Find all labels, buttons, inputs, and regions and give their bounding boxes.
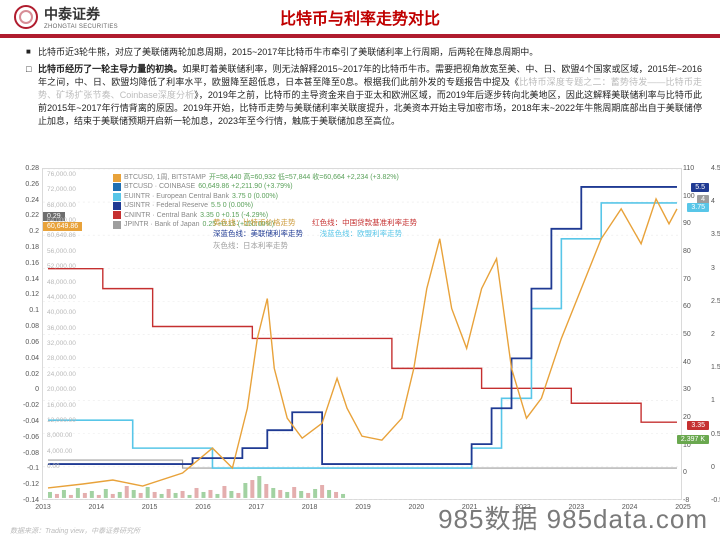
bullet-2: 比特币经历了一轮主导力量的初换。如果盯着美联储利率，则无法解释2015~2017…	[26, 63, 702, 128]
legend-lightblue: 浅蓝色线：欧盟利率走势	[320, 228, 403, 239]
color-legend: 黄色线：比特币价格走势 红色线：中国贷款基准利率走势 深蓝色线：美联储利率走势 …	[213, 217, 417, 251]
bullet-1: 比特币近3轮牛熊，对应了美联储两轮加息周期，2015~2017年比特币牛市牵引了…	[26, 46, 702, 59]
chart: BTCUSD, 1周, BITSTAMP 开=58,440 高=60,932 低…	[42, 168, 682, 500]
bullet-2-bold: 比特币经历了一轮主导力量的初换。	[38, 64, 182, 74]
legend-grey: 灰色线：日本利率走势	[213, 240, 288, 251]
bullets: 比特币近3轮牛熊，对应了美联储两轮加息周期，2015~2017年比特币牛市牵引了…	[0, 44, 720, 128]
page-title: 比特币与利率走势对比	[0, 5, 720, 29]
legend-yellow: 黄色线：比特币价格走势	[213, 217, 296, 228]
bullet-1-text: 比特币近3轮牛熊，对应了美联储两轮加息周期，2015~2017年比特币牛市牵引了…	[38, 47, 538, 57]
watermark: 985数据 985data.com	[438, 499, 708, 536]
header: 中泰证券 ZHONGTAI SECURITIES 比特币与利率走势对比	[0, 0, 720, 34]
footer: 数据来源：Trading view，中泰证券研究所	[10, 526, 140, 536]
divider	[0, 34, 720, 38]
legend-red: 红色线：中国贷款基准利率走势	[312, 217, 417, 228]
legend-darkblue: 深蓝色线：美联储利率走势	[213, 228, 303, 239]
